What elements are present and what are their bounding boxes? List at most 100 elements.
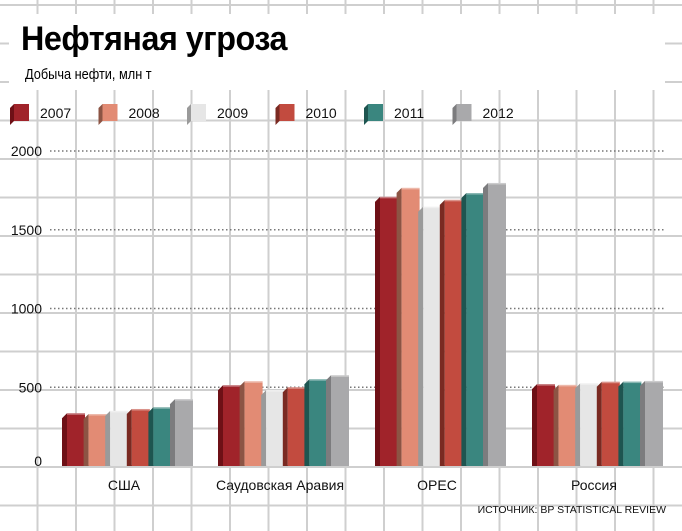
bar-2007-3 [537, 384, 555, 466]
bar-top-highlight [309, 379, 328, 381]
legend-label: 2008 [129, 105, 160, 121]
y-tick-label: 0 [34, 453, 42, 469]
y-tick-label: 2000 [11, 143, 42, 159]
bar-top-highlight [537, 384, 555, 386]
legend-label: 2012 [483, 105, 514, 121]
bar-2012-3 [645, 380, 663, 466]
bar-side [326, 375, 331, 466]
bar-2012-1 [331, 375, 349, 466]
bar-top-highlight [580, 383, 599, 385]
bar-side [375, 196, 380, 466]
legend-swatch-side [98, 104, 103, 125]
bar-side [62, 413, 67, 466]
bar-2010-1 [287, 387, 306, 466]
bar-2009-1 [266, 390, 285, 466]
bar-side [304, 379, 310, 466]
bar-side [575, 383, 581, 466]
title-box: Нефтяная угроза Добыча нефти, млн т [9, 14, 665, 90]
bar-side [418, 206, 424, 466]
bar-side [532, 384, 537, 466]
bar-2012-0 [175, 399, 193, 466]
bar-2009-3 [580, 383, 599, 466]
legend-swatch-side [452, 104, 457, 125]
bar-side [596, 381, 602, 466]
chart-subtitle: Добыча нефти, млн т [25, 66, 152, 83]
legend-swatch-side [364, 104, 368, 125]
x-tick-label: OPEC [417, 477, 457, 493]
bar-2010-2 [444, 199, 463, 466]
bar-side [261, 390, 267, 466]
bar-top-highlight [88, 414, 107, 416]
bar-top-highlight [401, 187, 420, 190]
x-tick-label: Саудовская Аравия [216, 477, 344, 493]
source-note: ИСТОЧНИК: BP STATISTICAL REVIEW [478, 504, 666, 516]
bar-top-highlight [175, 399, 193, 401]
bar-2011-3 [623, 381, 642, 466]
legend-swatch-side [275, 104, 280, 125]
legend-swatch-2011 [368, 104, 383, 121]
legend-swatch-2008 [102, 104, 118, 121]
bar-side [218, 385, 223, 466]
bar-top-highlight [488, 182, 506, 185]
bar-side [105, 410, 111, 466]
bar-top-highlight [558, 384, 577, 387]
bar-top-highlight [287, 387, 306, 389]
bar-top-highlight [131, 408, 150, 411]
bar-side [148, 407, 154, 466]
bar-2009-2 [423, 206, 442, 466]
legend-swatch-2010 [279, 104, 295, 121]
bar-2007-1 [223, 385, 241, 466]
legend-swatch-2007 [14, 104, 29, 121]
bar-top-highlight [601, 381, 620, 384]
bar-top-highlight [266, 390, 285, 392]
legend-label: 2007 [40, 105, 71, 121]
bar-top-highlight [67, 413, 85, 415]
legend-swatch-side [187, 104, 191, 125]
bar-top-highlight [444, 199, 463, 202]
legend-swatch-2009 [191, 104, 206, 121]
legend-label: 2010 [306, 105, 337, 121]
bar-side [396, 187, 402, 467]
bar-2007-2 [380, 196, 398, 466]
bar-side [439, 199, 445, 466]
bar-top-highlight [645, 380, 663, 383]
bar-side [239, 381, 245, 466]
bar-2007-0 [67, 413, 85, 466]
x-tick-label: Россия [571, 477, 617, 493]
bar-top-highlight [153, 407, 172, 409]
bar-2010-0 [131, 408, 150, 466]
y-tick-label: 1000 [11, 301, 42, 317]
legend-label: 2011 [394, 105, 424, 121]
bar-2008-1 [244, 381, 263, 466]
bar-2008-3 [558, 384, 577, 466]
bar-2008-0 [88, 414, 107, 466]
bar-2011-1 [309, 379, 328, 466]
bar-side [170, 399, 175, 466]
legend-swatch-side [10, 104, 14, 125]
bar-2009-0 [110, 410, 129, 466]
bar-2011-2 [466, 193, 485, 467]
bar-side [483, 182, 488, 466]
bar-side [83, 414, 89, 466]
bar-2012-2 [488, 182, 506, 466]
bar-2010-3 [601, 381, 620, 466]
y-tick-label: 1500 [11, 222, 42, 238]
legend-label: 2009 [217, 105, 248, 121]
x-tick-label: США [108, 477, 141, 493]
bar-top-highlight [223, 385, 241, 387]
bar-top-highlight [244, 381, 263, 383]
bar-top-highlight [331, 375, 349, 377]
y-tick-label: 500 [19, 379, 43, 395]
chart-title: Нефтяная угроза [21, 20, 288, 58]
bar-side [618, 381, 624, 466]
bar-side [282, 387, 288, 466]
bar-top-highlight [466, 193, 485, 195]
bar-2008-2 [401, 187, 420, 467]
bar-side [553, 384, 559, 466]
bar-top-highlight [623, 381, 642, 384]
bar-side [126, 408, 132, 466]
bar-top-highlight [110, 410, 129, 413]
bar-top-highlight [380, 196, 398, 199]
